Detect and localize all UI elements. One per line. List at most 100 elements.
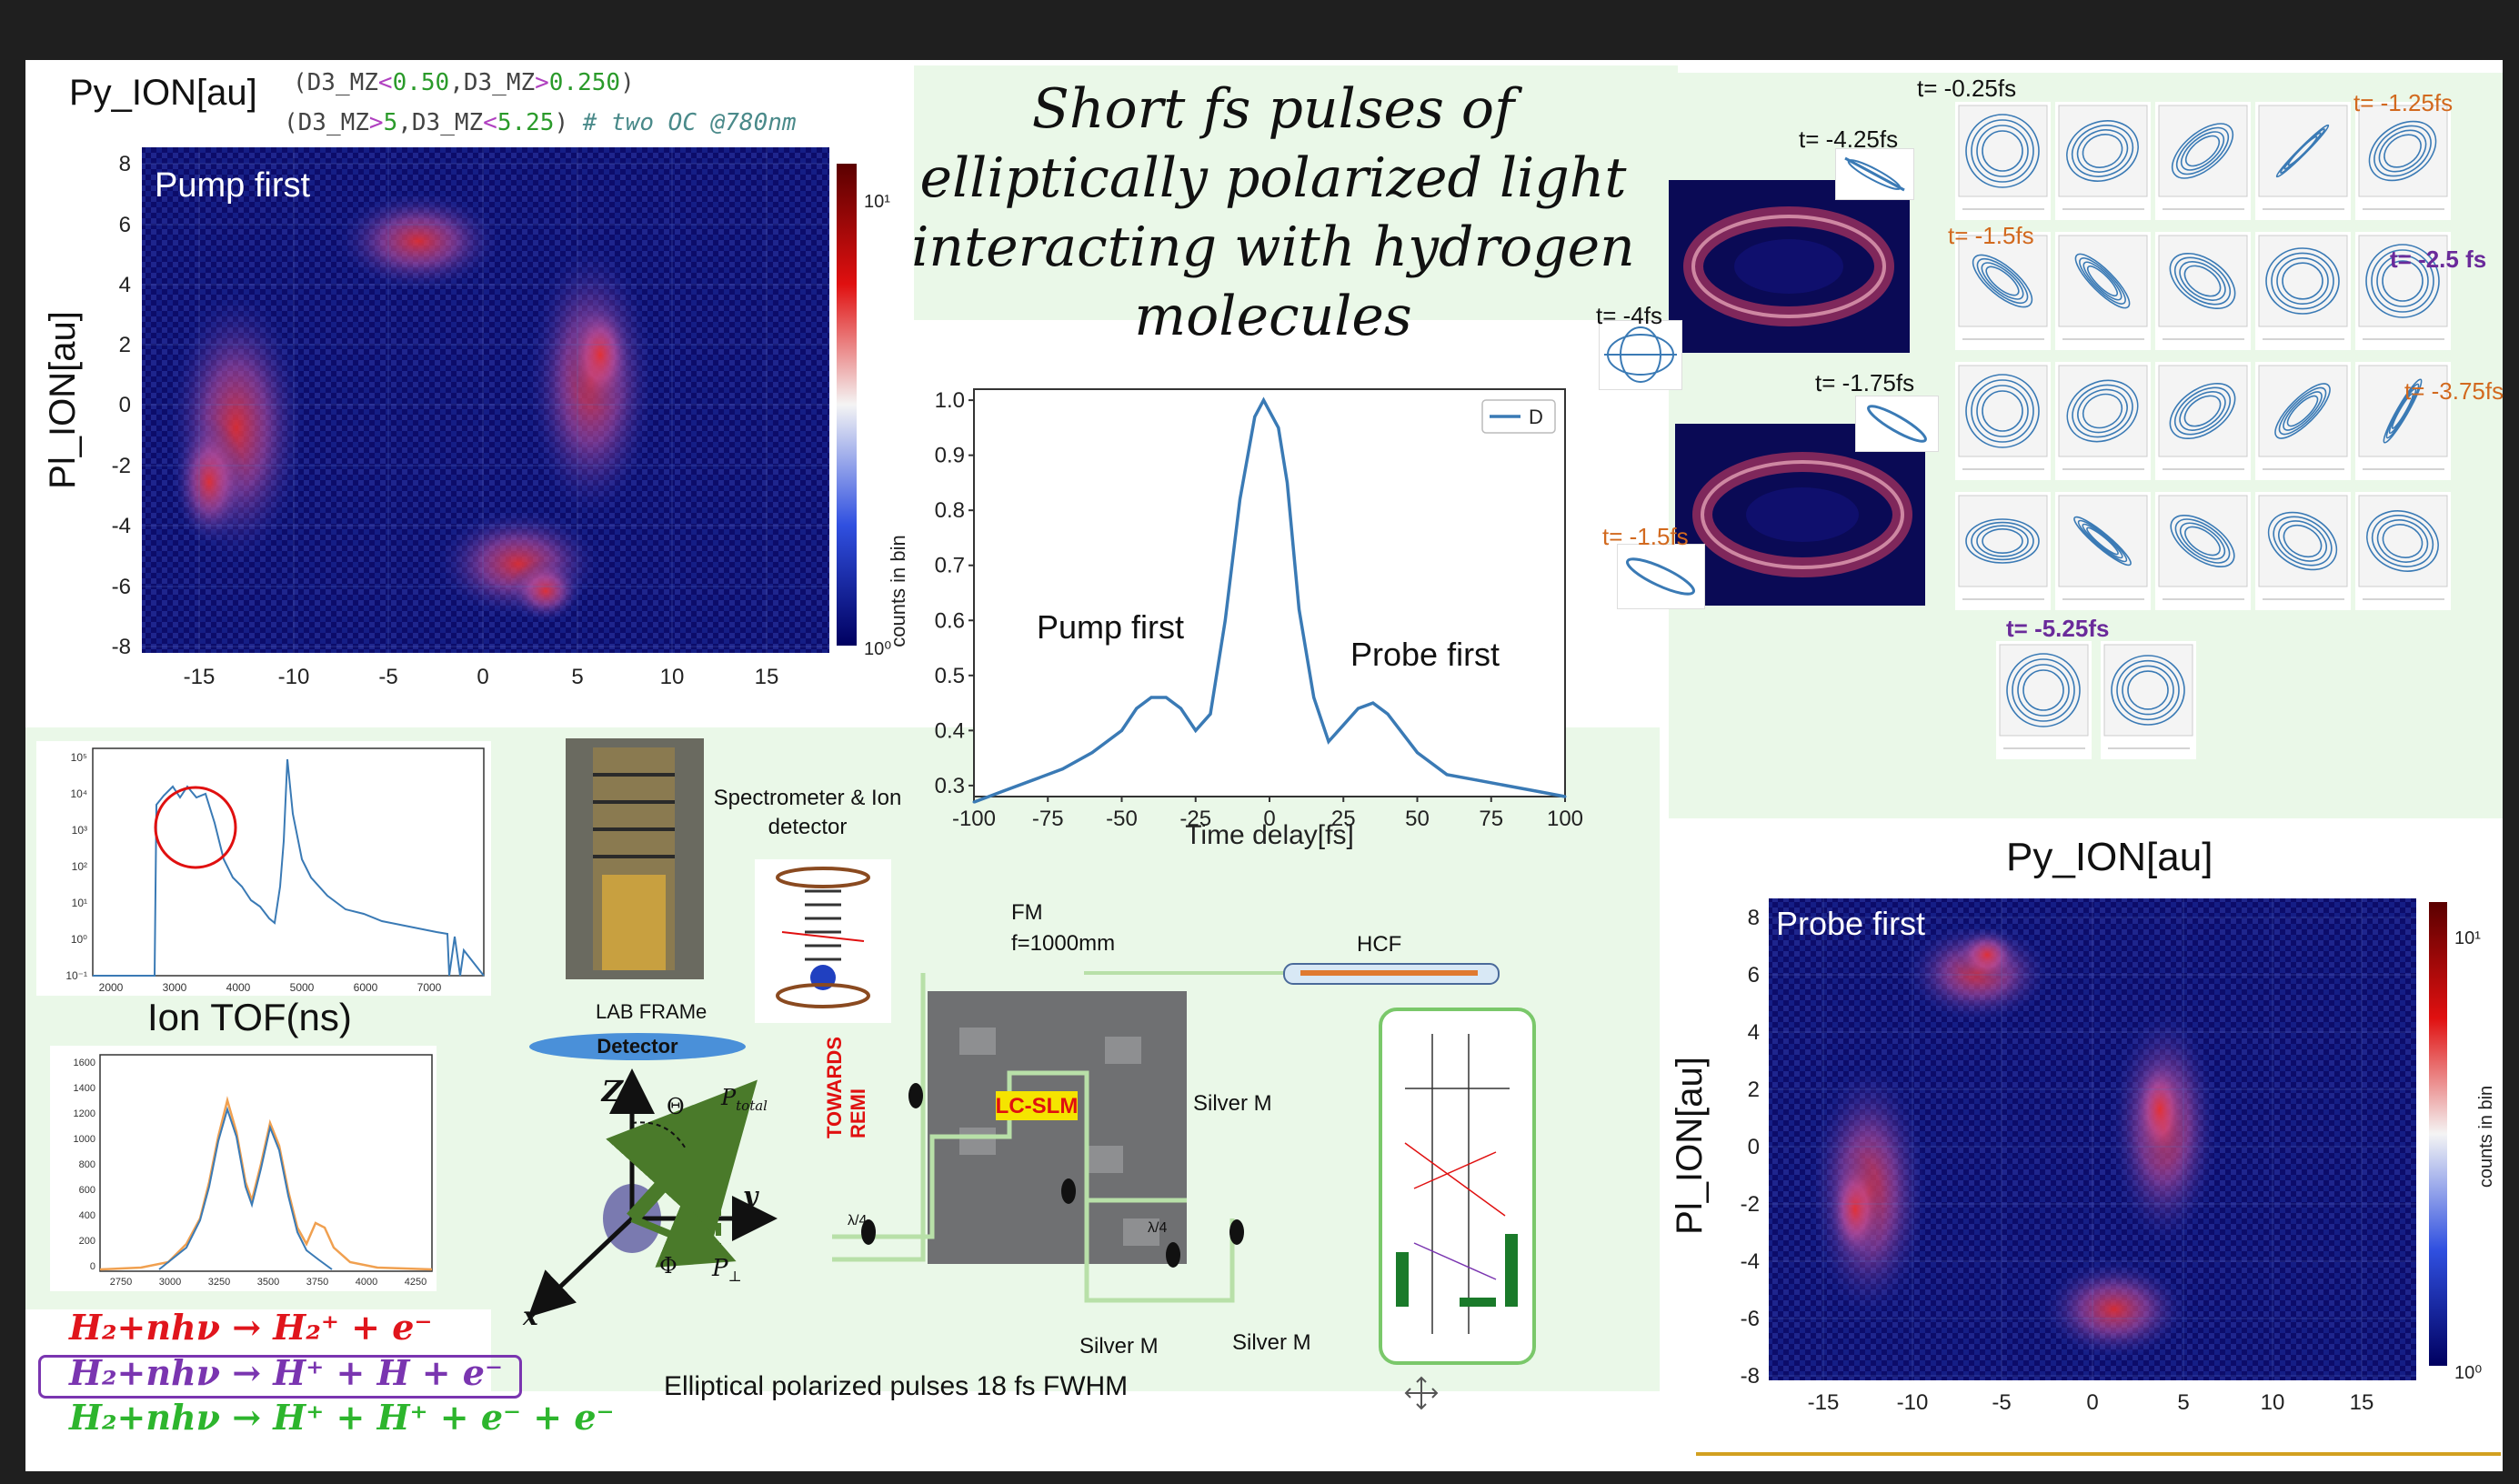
polarization-ellipse-thumb	[2055, 362, 2151, 480]
data-point	[1135, 707, 1139, 710]
polarization-ellipse-thumb	[2155, 362, 2251, 480]
tick: 7000	[417, 981, 442, 994]
y-tick-label: 0.5	[935, 664, 965, 688]
hcf-label: HCF	[1357, 932, 1402, 957]
data-point	[1298, 607, 1300, 611]
setup-caption: Elliptical polarized pulses 18 fs FWHM	[664, 1371, 1129, 1401]
data-point	[1563, 795, 1567, 798]
x-tick-label: -100	[952, 807, 996, 831]
tick: -2	[112, 454, 131, 478]
tick: 10	[2261, 1390, 2285, 1415]
title-panel	[914, 65, 1678, 320]
p-perp-label: P⊥	[711, 1255, 742, 1285]
tick: -4	[1741, 1249, 1760, 1274]
data-point	[1194, 728, 1198, 732]
right-frame-bar	[2503, 0, 2519, 1484]
y-tick-label: 0.8	[935, 498, 965, 523]
y-tick-label: 0.4	[935, 718, 965, 743]
polarization-ellipse-thumb	[2355, 102, 2451, 220]
bottom-accent-line	[1696, 1452, 2501, 1456]
heatmap-top-inset-label: Pump first	[155, 166, 310, 205]
tick: 6000	[354, 981, 378, 994]
data-point	[1327, 739, 1330, 743]
move-cursor-icon	[1404, 1376, 1439, 1410]
data-point	[1475, 778, 1478, 782]
y-tick-label: 0.6	[935, 608, 965, 633]
tick: 2	[1748, 1078, 1760, 1102]
spectrometer-photo	[566, 738, 704, 979]
tick: -6	[112, 575, 131, 599]
polarization-ellipse-thumb	[2355, 492, 2451, 610]
tick: 4250	[405, 1277, 427, 1288]
tick: -5	[378, 665, 397, 689]
lcslm-label: LC-SLM	[996, 1094, 1079, 1118]
quarter-wave-label-1: λ/4	[848, 1213, 868, 1228]
heatmap-bottom: Probe first Pl_ION[au] 8 6 4 2 0 -2 -4 -…	[1670, 898, 2496, 1389]
tick: -15	[184, 665, 216, 689]
y-tick-label: 0.3	[935, 774, 965, 798]
tick: 3250	[208, 1277, 230, 1288]
tof-highlight-circle	[154, 786, 237, 869]
coordinate-diagram: Z y x Θ Φ Ptotal P⊥	[522, 1068, 778, 1331]
tick: 15	[2350, 1390, 2374, 1415]
reaction-3: H₂+nhν → H⁺ + H⁺ + e⁻ + e⁻	[69, 1397, 615, 1438]
tick: -10	[1897, 1390, 1929, 1415]
tick: 5000	[290, 981, 315, 994]
theta-label: Θ	[667, 1094, 685, 1119]
heatmap-bottom-y-ticks: 8 6 4 2 0 -2 -4 -6 -8	[1741, 906, 1760, 1389]
ellipse-thumb-d	[1617, 544, 1705, 609]
tick: -5	[1992, 1390, 2011, 1415]
line-chart-ylabel: counts in bin	[887, 535, 909, 647]
tick: 8	[119, 152, 131, 176]
left-frame-bar	[0, 0, 25, 1484]
data-point	[1179, 707, 1182, 710]
heatmap-bottom-inset-label: Probe first	[1776, 905, 1925, 942]
tick: 6	[119, 213, 131, 237]
data-point	[1371, 701, 1375, 705]
tick: 10	[660, 665, 685, 689]
polarization-ellipse-thumb	[2255, 102, 2351, 220]
slide-title: Short fs pulses of elliptically polarize…	[911, 77, 1635, 348]
x-tick-label: -75	[1032, 807, 1064, 831]
time-label-5: t= -2.5 fs	[2390, 246, 2487, 273]
time-label-8: t= -3.75fs	[2404, 377, 2504, 405]
data-point	[1268, 409, 1271, 413]
data-point	[1341, 723, 1345, 727]
silver-m-label-1: Silver M	[1193, 1091, 1272, 1116]
ion-tof-linear-plot: 2750 3000 3250 3500 3750 4000 4250 1600 …	[50, 1046, 437, 1291]
tick: 400	[79, 1210, 95, 1221]
heatmap-bottom-x-ticks: -15 -10 -5 0 5 10 15	[1808, 1390, 2374, 1415]
tick: 10⁴	[70, 787, 87, 800]
tick: 1600	[74, 1058, 95, 1068]
annotation-probe-first: Probe first	[1350, 636, 1500, 673]
silver-m-label-2: Silver M	[1079, 1334, 1159, 1359]
polarization-ellipse-thumb	[2255, 232, 2351, 350]
tick: 200	[79, 1236, 95, 1247]
tick: 1200	[74, 1108, 95, 1119]
polarization-ellipse-thumb	[2055, 492, 2151, 610]
data-point	[1504, 784, 1508, 787]
data-point	[1386, 712, 1390, 716]
fm-beam-line	[1084, 971, 1289, 975]
line-chart-plot-area	[973, 388, 1566, 797]
data-point	[1090, 751, 1094, 755]
tick: 600	[79, 1185, 95, 1196]
data-point	[1277, 426, 1280, 429]
data-point	[1312, 696, 1316, 699]
polarization-ellipse-thumb	[2155, 102, 2251, 220]
tick: 0	[477, 665, 488, 689]
tick: -8	[1741, 1364, 1760, 1389]
detector-label: Detector	[529, 1033, 746, 1060]
hcf-fiber	[1283, 963, 1500, 985]
ellipse-thumb-b	[1599, 320, 1682, 390]
data-point	[1416, 751, 1419, 755]
axis-y-label: y	[742, 1181, 759, 1211]
data-point	[1286, 481, 1289, 485]
heatmap-top: Pump first Pl_ION[au] 8 6 4 2 0 -2 -4 -6…	[43, 147, 891, 689]
data-point	[1223, 618, 1227, 622]
heatmap-top-x-ticks: -15 -10 -5 0 5 10 15	[184, 665, 779, 689]
remi-schematic	[755, 859, 891, 1023]
polarization-ellipse-thumb	[1955, 102, 2051, 220]
data-point	[1120, 728, 1123, 732]
heatmap-top-y-ticks: 8 6 4 2 0 -2 -4 -6 -8	[112, 152, 131, 659]
